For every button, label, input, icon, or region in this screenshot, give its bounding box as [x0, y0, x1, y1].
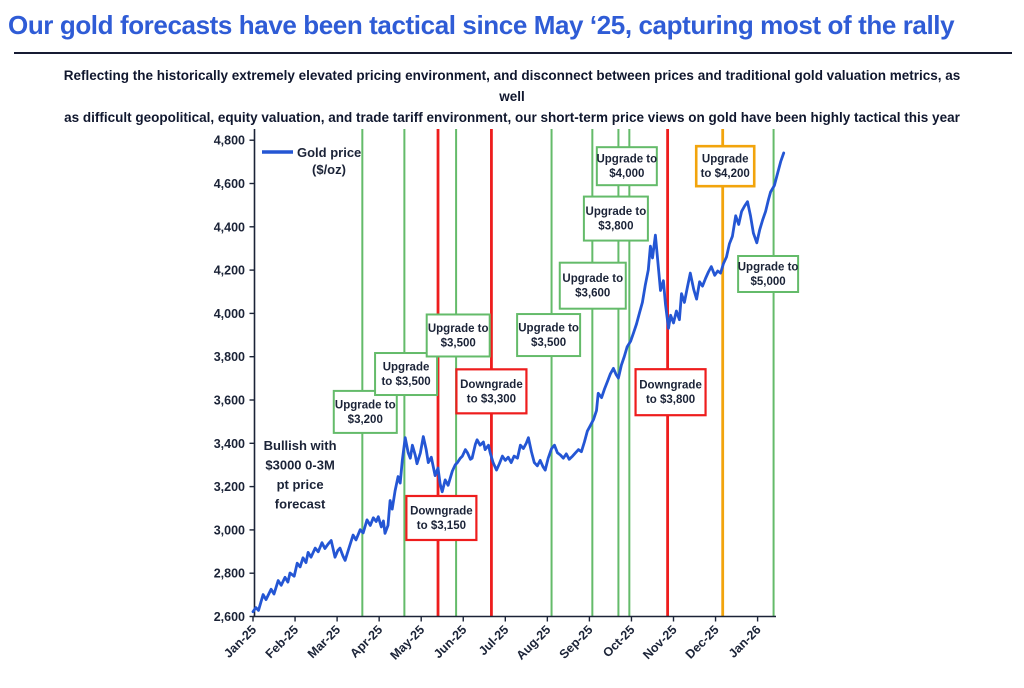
y-tick-label: 3,000	[214, 523, 245, 537]
y-tick-label: 2,800	[214, 567, 245, 581]
gold-price-line	[251, 151, 786, 614]
annotation-box-green	[425, 313, 491, 358]
y-tick-label: 4,600	[214, 177, 245, 191]
y-tick-label: 4,000	[214, 307, 245, 321]
annotation-box-red	[405, 494, 478, 542]
annotation-text: Upgrade to	[518, 323, 579, 335]
x-tick-label: Oct-25	[600, 623, 637, 660]
annotation-box-orange	[694, 144, 756, 188]
x-tick-label: Nov-25	[640, 623, 679, 662]
annotation-box-green	[516, 313, 582, 358]
y-tick-label: 4,800	[214, 134, 245, 148]
annotation-text: to $3,300	[467, 393, 516, 405]
annotation-text: Downgrade	[460, 379, 523, 391]
legend-label: Gold price	[297, 145, 361, 160]
annotation-text: $4,000	[609, 168, 644, 180]
y-tick-label: 4,200	[214, 264, 245, 278]
x-tick-label: Feb-25	[263, 623, 301, 661]
legend-label-units: ($/oz)	[312, 162, 346, 177]
annotation-box-green	[374, 352, 439, 397]
annotation-text: $3,500	[531, 337, 566, 349]
annotation-text: Downgrade	[410, 505, 473, 517]
annotation-text: to $3,150	[417, 520, 466, 532]
subtitle: Reflecting the historically extremely el…	[52, 66, 972, 129]
annotation-text: Upgrade to	[596, 154, 657, 166]
annotation-box-green	[582, 195, 649, 242]
bullish-note: Bullish with $3000 0-3M pt price forecast	[264, 438, 337, 512]
annotation-text: $3,200	[348, 414, 383, 426]
subtitle-line-1: Reflecting the historically extremely el…	[63, 68, 961, 104]
x-tick-label: Sep-25	[557, 623, 596, 662]
annotation-box-red	[634, 368, 707, 417]
y-tick-label: 3,400	[214, 437, 245, 451]
title-divider	[14, 52, 1012, 54]
annotation-box-green	[558, 261, 627, 310]
annotation-text: Downgrade	[639, 380, 702, 392]
annotation-text: Upgrade to	[586, 206, 647, 218]
subtitle-line-2: as difficult geopolitical, equity valuat…	[64, 109, 960, 125]
page-title: Our gold forecasts have been tactical si…	[8, 10, 955, 40]
annotation-box-green	[737, 254, 800, 293]
annotation-box-green	[595, 146, 658, 187]
annotation-text: Upgrade to	[335, 399, 396, 411]
x-tick-label: Aug-25	[514, 623, 554, 663]
x-tick-label: Jun-25	[431, 623, 469, 661]
annotation-text: $5,000	[751, 276, 786, 288]
annotation-text: $3,800	[598, 221, 633, 233]
y-tick-label: 4,400	[214, 220, 245, 234]
annotation-text: Upgrade	[383, 362, 430, 374]
annotation-box-red	[455, 368, 528, 415]
annotation-text: Upgrade to	[562, 273, 623, 285]
x-tick-label: Jul-25	[476, 623, 511, 658]
annotation-text: to $4,200	[701, 168, 750, 180]
annotation-text: Upgrade to	[428, 323, 489, 335]
y-tick-label: 3,800	[214, 350, 245, 364]
annotation-box-green	[332, 389, 398, 434]
x-tick-label: Dec-25	[683, 623, 722, 662]
y-tick-label: 3,200	[214, 480, 245, 494]
x-tick-label: Mar-25	[305, 623, 343, 661]
y-tick-label: 3,600	[214, 394, 245, 408]
x-tick-label: Jan-26	[726, 623, 764, 661]
annotation-text: $3,500	[441, 337, 476, 349]
annotation-text: Upgrade to	[738, 261, 799, 273]
y-tick-label: 2,600	[214, 610, 245, 624]
annotation-text: to $3,500	[381, 376, 430, 388]
annotation-text: $3,600	[575, 288, 610, 300]
x-tick-label: May-25	[387, 623, 427, 663]
x-tick-label: Apr-25	[347, 623, 385, 661]
annotation-text: Upgrade	[702, 154, 749, 166]
annotation-text: to $3,800	[646, 394, 695, 406]
x-tick-label: Jan-25	[221, 623, 259, 661]
